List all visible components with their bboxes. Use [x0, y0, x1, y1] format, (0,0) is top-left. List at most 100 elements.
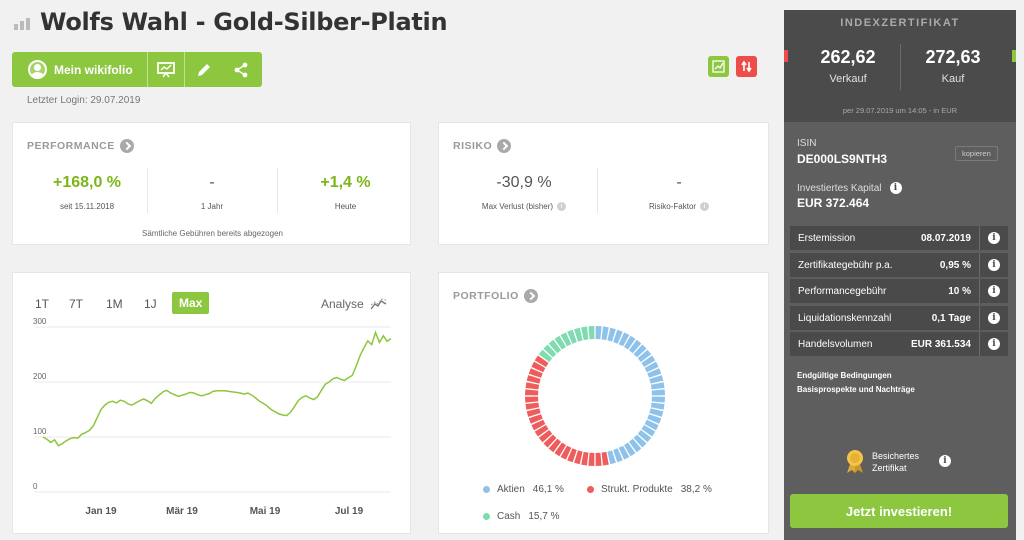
donut-segment	[629, 339, 642, 354]
x-tick-label: Jan 19	[85, 506, 117, 517]
legend-dot	[587, 486, 594, 493]
info-icon[interactable]: i	[988, 259, 1000, 271]
donut-segment	[554, 335, 566, 350]
row-erstemission: Erstemission 08.07.2019 i	[790, 226, 1008, 250]
perf-since-start: +168,0 % seit 15.11.2018	[27, 174, 147, 211]
divider	[277, 168, 278, 213]
trend-chart-icon	[712, 60, 725, 73]
info-icon[interactable]: i	[939, 455, 951, 467]
x-tick-label: Mär 19	[166, 506, 198, 517]
page-title: Wolfs Wahl - Gold-Silber-Platin	[40, 8, 448, 36]
donut-segment	[647, 414, 662, 424]
medal-icon	[847, 450, 863, 473]
risk-factor-value: -	[676, 174, 682, 191]
donut-segment	[641, 355, 656, 367]
info-icon[interactable]: i	[988, 232, 1000, 244]
donut-segment	[534, 425, 549, 437]
chart-compare-button[interactable]	[708, 56, 729, 77]
row-label: Erstemission	[798, 232, 856, 244]
row-value: 0,1 Tage	[931, 312, 971, 324]
donut-segment	[641, 425, 656, 437]
fees-note: Sämtliche Gebühren bereits abgezogen	[142, 229, 283, 238]
perf-1-year-label: 1 Jahr	[200, 202, 224, 211]
donut-segment	[574, 327, 583, 342]
share-icon	[234, 62, 247, 77]
donut-segment	[651, 389, 665, 396]
copy-isin-button[interactable]: kopieren	[955, 146, 998, 161]
donut-segment	[607, 327, 616, 342]
portfolio-donut-chart	[525, 326, 665, 466]
row-handelsvolumen: Handelsvolumen EUR 361.534 i	[790, 332, 1008, 356]
sell-label: Verkauf	[829, 73, 867, 85]
divider	[979, 226, 980, 250]
donut-segment	[644, 361, 659, 373]
donut-segment	[633, 434, 647, 448]
edit-button[interactable]	[185, 52, 222, 87]
info-icon[interactable]: i	[988, 285, 1000, 297]
share-button[interactable]	[222, 52, 259, 87]
final-terms-link[interactable]: Endgültige Bedingungen	[797, 371, 892, 380]
sell-marker	[784, 50, 788, 62]
donut-segment	[650, 382, 665, 390]
analyse-button[interactable]: Analyse	[321, 297, 387, 311]
prospectus-link[interactable]: Basisprospekte und Nachträge	[797, 385, 915, 394]
donut-segment	[531, 419, 546, 431]
invested-label-row: Investiertes Kapital i	[797, 182, 902, 194]
donut-segment	[618, 445, 630, 460]
row-value: EUR 361.534	[910, 338, 971, 350]
invest-now-button[interactable]: Jetzt investieren!	[790, 494, 1008, 528]
donut-segment	[525, 396, 539, 403]
donut-segment	[538, 430, 553, 443]
donut-segment	[528, 368, 543, 378]
row-zertifikategebuehr: Zertifikategebühr p.a. 0,95 % i	[790, 253, 1008, 277]
info-icon[interactable]: i	[988, 338, 1000, 350]
legend-strukt-name: Strukt. Produkte	[601, 484, 673, 495]
up-down-arrows-icon	[741, 60, 752, 73]
divider	[979, 306, 980, 330]
donut-segment	[567, 448, 577, 463]
max-loss-label: Max Verlust (bisher)	[481, 202, 554, 211]
info-icon[interactable]: i	[557, 202, 567, 212]
range-1j[interactable]: 1J	[144, 297, 157, 311]
donut-segment	[526, 408, 541, 417]
chevron-right-icon[interactable]	[119, 139, 134, 153]
my-wikifolio-button[interactable]: Mein wikifolio	[12, 52, 148, 87]
range-7t[interactable]: 7T	[69, 297, 84, 311]
donut-segment	[647, 368, 662, 378]
donut-segment	[601, 451, 609, 466]
sell-price: 262,62	[820, 47, 876, 67]
chart-bars-icon	[14, 16, 32, 30]
portfolio-title: PORTFOLIO	[453, 290, 519, 302]
presentation-button[interactable]	[148, 52, 185, 87]
max-loss-value: -30,9 %	[496, 174, 552, 191]
donut-segment	[629, 438, 642, 453]
price-timestamp: per 29.07.2019 um 14:05 - in EUR	[842, 106, 958, 115]
info-icon[interactable]: i	[700, 202, 710, 212]
range-1t[interactable]: 1T	[35, 297, 50, 311]
range-1m[interactable]: 1M	[106, 297, 123, 311]
divider	[147, 168, 148, 213]
donut-segment	[650, 402, 665, 410]
risk-factor: - Risiko-Faktor i	[599, 174, 759, 212]
donut-segment	[607, 450, 616, 465]
risk-title: RISIKO	[453, 140, 493, 152]
range-max[interactable]: Max	[172, 292, 210, 314]
row-performancegebuehr: Performancegebühr 10 % i	[790, 279, 1008, 303]
donut-segment	[525, 402, 540, 410]
donut-segment	[651, 396, 665, 403]
perf-1-year: - 1 Jahr	[150, 174, 274, 211]
donut-segment	[588, 452, 595, 466]
donut-segment	[574, 450, 583, 465]
perf-1-year-value: -	[209, 174, 215, 191]
chevron-right-icon[interactable]	[523, 289, 538, 303]
my-wikifolio-label: Mein wikifolio	[54, 62, 133, 77]
legend-dot	[483, 486, 490, 493]
row-label: Performancegebühr	[798, 285, 887, 297]
donut-segment	[613, 329, 623, 344]
info-icon[interactable]: i	[889, 182, 902, 194]
row-liquidationskennzahl: Liquidationskennzahl 0,1 Tage i	[790, 306, 1008, 330]
chevron-right-icon[interactable]	[497, 139, 512, 153]
trade-button[interactable]	[736, 56, 757, 77]
isin-label: ISIN	[797, 138, 817, 149]
info-icon[interactable]: i	[988, 312, 1000, 324]
